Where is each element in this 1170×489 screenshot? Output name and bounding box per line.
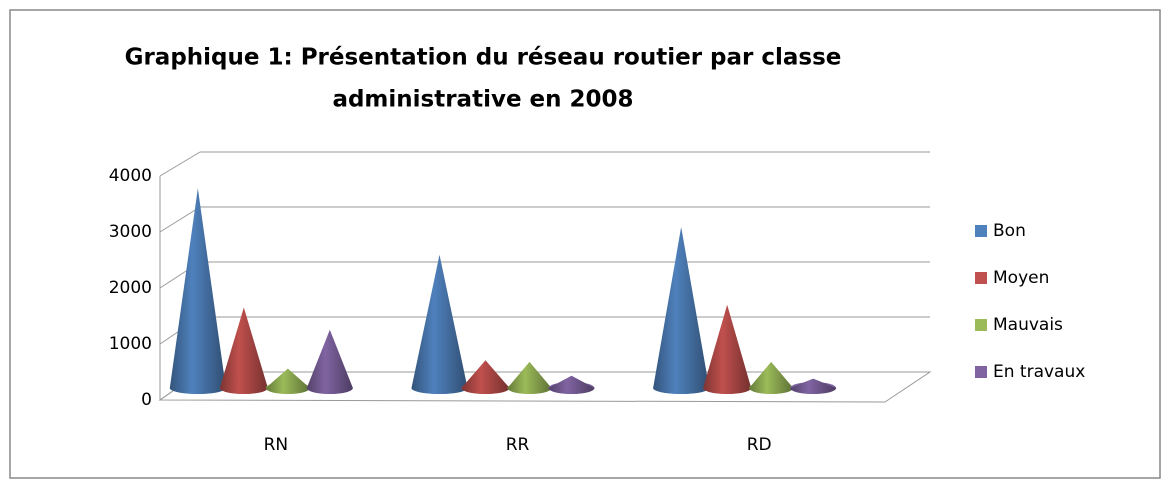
x-tick-label: RD — [747, 435, 772, 455]
cone — [265, 368, 310, 395]
chart-frame — [9, 9, 1161, 479]
cone-shade — [461, 360, 510, 395]
cone — [411, 254, 468, 395]
x-tick-label: RN — [264, 435, 289, 455]
cone — [749, 361, 794, 395]
chart-title: Graphique 1: Présentation du réseau rout… — [125, 45, 842, 71]
cone — [703, 304, 752, 395]
cone — [548, 375, 595, 395]
cone — [461, 360, 510, 395]
cone-shade — [749, 361, 794, 395]
cone-shade — [548, 375, 595, 395]
legend-label: Bon — [993, 221, 1026, 241]
legend-swatch — [975, 319, 987, 331]
legend-label: Moyen — [993, 268, 1049, 288]
cone-shade — [169, 188, 226, 395]
cone-shade — [790, 378, 837, 395]
chart-title: administrative en 2008 — [332, 87, 633, 113]
y-tick-label: 0 — [141, 390, 152, 410]
cone — [653, 227, 710, 395]
grid-line — [159, 151, 201, 177]
y-tick-label: 3000 — [109, 222, 152, 242]
cone-shade — [411, 254, 468, 395]
cone-shade — [306, 329, 353, 395]
x-tick-label: RR — [506, 435, 530, 455]
y-tick-label: 4000 — [109, 166, 152, 186]
legend-label: Mauvais — [993, 315, 1063, 335]
legend-swatch — [975, 272, 987, 284]
grid-line — [159, 206, 201, 233]
cone — [219, 307, 268, 394]
cone — [507, 361, 552, 395]
y-tick-label: 1000 — [109, 334, 152, 354]
legend-swatch — [975, 225, 987, 237]
cone — [306, 329, 353, 395]
cone-shade — [219, 307, 268, 394]
legend-label: En travaux — [993, 362, 1085, 382]
cone-shade — [265, 368, 310, 395]
cone — [790, 378, 837, 395]
cone-shade — [703, 304, 752, 395]
legend-swatch — [975, 366, 987, 378]
cone-shade — [653, 227, 710, 395]
cone-shade — [507, 361, 552, 395]
y-tick-label: 2000 — [109, 278, 152, 298]
cone — [169, 188, 226, 395]
